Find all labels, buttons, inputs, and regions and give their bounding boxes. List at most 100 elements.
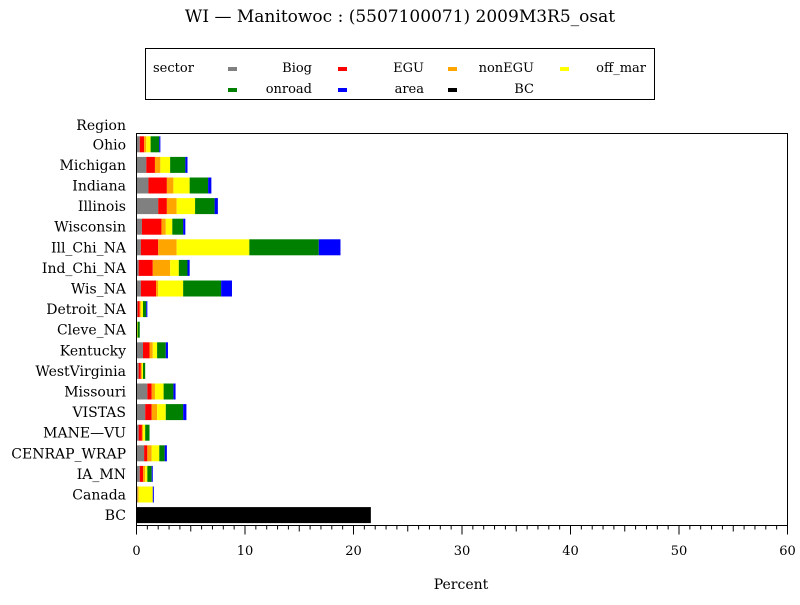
bar-michigan-area [185, 156, 188, 173]
bars [136, 136, 371, 524]
bar-vistas-biog [136, 404, 146, 421]
bar-canada-area [152, 486, 154, 503]
bar-illinois-egu [158, 198, 167, 215]
legend-swatch-bc [448, 88, 457, 92]
y-tick-label-bc: BC [105, 508, 126, 524]
bar-kentucky-onroad [157, 342, 166, 359]
bar-canada-off-mar [138, 486, 153, 503]
x-axis-title: Percent [434, 577, 489, 593]
bar-ia-mn-onroad [147, 465, 152, 482]
bar-illinois-biog [136, 198, 159, 215]
bar-cleve-na-off-mar [136, 321, 138, 338]
bar-missouri-egu [147, 383, 152, 400]
legend-frame [145, 48, 655, 100]
legend-label-onroad: onroad [266, 82, 312, 97]
bar-ind-chi-na-onroad [178, 259, 188, 276]
y-tick-label-indiana: Indiana [72, 179, 126, 195]
bar-bc-bc [136, 507, 371, 524]
bar-wis-na-egu [140, 280, 157, 297]
y-tick-label-illinois: Illinois [78, 199, 126, 215]
x-tick-label-50: 50 [671, 544, 688, 559]
bar-wis-na-off-mar [158, 280, 184, 297]
bar-indiana-off-mar [173, 177, 190, 194]
y-tick-label-missouri: Missouri [64, 385, 126, 401]
bar-cleve-na-onroad [137, 321, 140, 338]
y-tick-labels: Ohio Michigan Indiana Illinois Wisconsin Ill_… [11, 137, 127, 524]
legend-label-nonegu: nonEGU [479, 61, 534, 76]
y-tick-label-wisconsin: Wisconsin [54, 220, 126, 236]
x-axis: 0 10 20 30 40 50 60 [132, 525, 796, 559]
legend-label-egu: EGU [393, 61, 424, 76]
y-tick-label-detroit-na: Detroit_NA [46, 302, 127, 318]
bar-vistas-nonegu [151, 404, 158, 421]
bar-ill-chi-na-off-mar [176, 239, 250, 256]
bar-kentucky-nonegu [149, 342, 153, 359]
bar-ohio-biog [136, 136, 140, 153]
chart-title: WI — Manitowoc : (5507100071) 2009M3R5_o… [185, 7, 615, 27]
bar-canada-nonegu [137, 486, 139, 503]
x-tick-label-20: 20 [345, 544, 362, 559]
bar-missouri-off-mar [154, 383, 164, 400]
bar-illinois-area [214, 198, 218, 215]
x-tick-label-60: 60 [779, 544, 796, 559]
legend-swatch-nonegu [448, 67, 457, 71]
bar-cenrap-wrap-off-mar [151, 445, 160, 462]
y-tick-label-ind-chi-na: Ind_Chi_NA [42, 261, 127, 277]
y-tick-label-westvirginia: WestVirginia [35, 364, 126, 380]
bar-vistas-area [183, 404, 187, 421]
bar-michigan-onroad [170, 156, 186, 173]
bar-canada-biog [136, 486, 138, 503]
bar-detroit-na-nonegu [139, 301, 141, 318]
bar-ill-chi-na-area [318, 239, 341, 256]
legend-swatch-egu [338, 67, 347, 71]
bar-westvirginia-onroad [143, 362, 146, 379]
y-tick-label-vistas: VISTAS [71, 405, 126, 421]
bar-wisconsin-nonegu [161, 218, 166, 235]
legend-label-off-mar: off_mar [596, 61, 647, 76]
bar-westvirginia-off-mar [141, 362, 144, 379]
plot-frame [136, 133, 788, 526]
y-tick-label-canada: Canada [72, 488, 126, 504]
bar-indiana-onroad [189, 177, 209, 194]
y-tick-label-ohio: Ohio [93, 137, 126, 153]
legend-swatch-biog [228, 67, 237, 71]
x-tick-label-10: 10 [237, 544, 254, 559]
bar-cenrap-wrap-biog [136, 445, 145, 462]
bar-ill-chi-na-egu [140, 239, 159, 256]
bar-missouri-nonegu [151, 383, 155, 400]
bar-wis-na-biog [136, 280, 141, 297]
bar-mane-vu-onroad [145, 424, 150, 441]
bar-kentucky-egu [143, 342, 150, 359]
bar-mane-vu-egu [138, 424, 142, 441]
legend-label-bc: BC [514, 82, 534, 97]
bar-michigan-egu [146, 156, 155, 173]
y-tick-label-wis-na: Wis_NA [71, 282, 127, 298]
bar-ia-mn-off-mar [145, 465, 148, 482]
bar-ohio-nonegu [144, 136, 147, 153]
bar-wis-na-area [221, 280, 232, 297]
bar-ill-chi-na-biog [136, 239, 141, 256]
bar-wisconsin-biog [136, 218, 142, 235]
legend-swatch-area [338, 88, 347, 92]
y-axis-title: Region [76, 118, 126, 134]
bar-missouri-onroad [163, 383, 174, 400]
bar-ind-chi-na-egu [138, 259, 153, 276]
legend-label-biog: Biog [282, 61, 312, 76]
bar-ind-chi-na-off-mar [170, 259, 179, 276]
bar-indiana-biog [136, 177, 149, 194]
bar-vistas-egu [145, 404, 152, 421]
bar-cenrap-wrap-onroad [159, 445, 165, 462]
legend-swatch-off-mar [560, 67, 569, 71]
y-tick-label-ill-chi-na: Ill_Chi_NA [51, 240, 127, 256]
y-tick-label-ia-mn: IA_MN [77, 467, 126, 483]
y-tick-label-cenrap-wrap: CENRAP_WRAP [11, 446, 126, 462]
bar-cenrap-wrap-nonegu [147, 445, 152, 462]
bar-wisconsin-onroad [172, 218, 184, 235]
bar-ohio-onroad [150, 136, 160, 153]
bar-ia-mn-biog [136, 465, 140, 482]
bar-ia-mn-egu [139, 465, 144, 482]
bar-ill-chi-na-nonegu [158, 239, 177, 256]
bar-westvirginia-egu [138, 362, 141, 379]
